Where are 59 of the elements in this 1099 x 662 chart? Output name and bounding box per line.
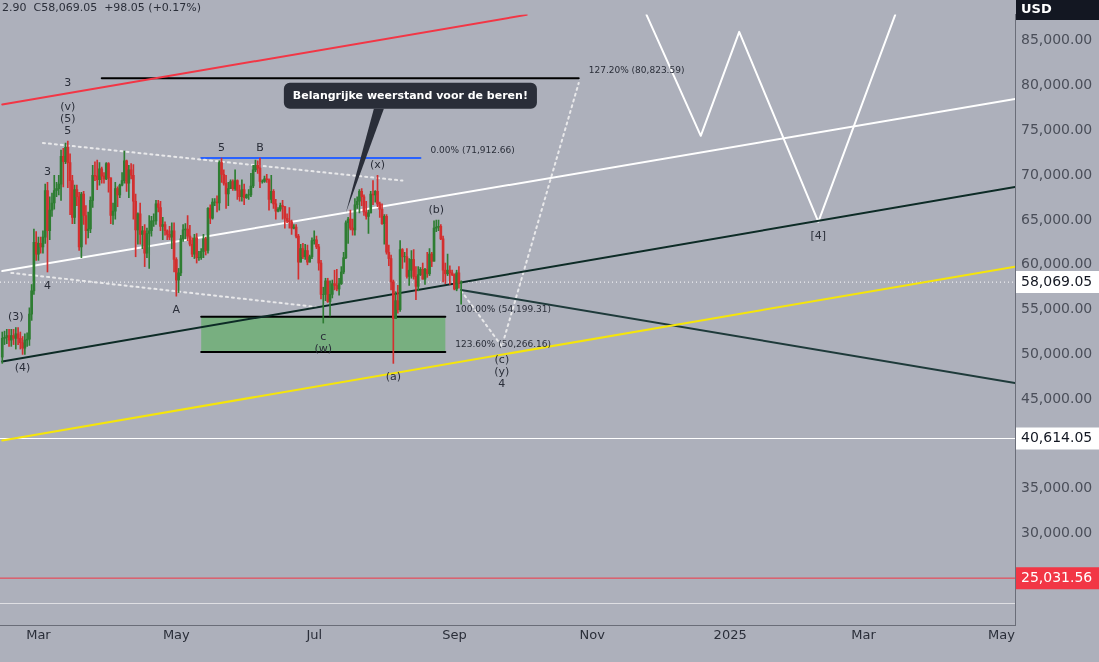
annotation: 100.00% (54,199.31): [455, 303, 552, 314]
candlestick: [21, 336, 24, 355]
text: 2.90 C58,069.05 +98.05 (+0.17%): [2, 0, 202, 14]
y-tick-label: 35,000.00: [1021, 479, 1093, 496]
annotation: [4]: [810, 228, 827, 242]
annotation: (5): [60, 112, 76, 126]
x-tick-label: Mar: [26, 627, 52, 643]
annotation: 5: [218, 141, 226, 155]
candlestick: [220, 157, 223, 183]
annotation: (4): [14, 361, 31, 375]
ref-line-label: 25,031.56: [1021, 568, 1093, 585]
candlestick: [394, 291, 397, 319]
annotation: 4: [43, 278, 51, 292]
y-axis-title: USD: [1021, 1, 1052, 17]
y-tick-label: 75,000.00: [1021, 121, 1093, 138]
annotation: (v): [60, 100, 76, 114]
annotation: 5: [64, 124, 72, 138]
y-tick-label: 85,000.00: [1021, 31, 1093, 48]
x-tick-label: Mar: [851, 627, 877, 643]
candlestick: [437, 219, 440, 232]
annotation: c: [320, 329, 327, 343]
x-tick-label: Sep: [442, 627, 467, 643]
annotation: (x): [369, 158, 386, 172]
x-tick-label: 2025: [713, 627, 747, 643]
x-tick-label: Nov: [579, 627, 606, 643]
annotation: A: [172, 303, 181, 317]
annotation: 123.60% (50,266.16): [455, 338, 552, 349]
y-tick-label: 55,000.00: [1021, 300, 1093, 317]
ref-line-label: 40,614.05: [1021, 429, 1093, 446]
candlestick: [141, 225, 144, 250]
y-tick-label: 50,000.00: [1021, 345, 1093, 362]
annotation: 0.00% (71,912.66): [430, 144, 515, 155]
candlestick: [281, 199, 284, 220]
annotation: (y): [494, 365, 510, 379]
y-tick-label: 65,000.00: [1021, 210, 1093, 227]
candlestick: [263, 175, 266, 183]
ref-line-label: 58,069.05: [1021, 272, 1093, 289]
annotation: (b): [428, 202, 445, 216]
x-tick-label: Jul: [305, 627, 323, 643]
y-tick-label: 30,000.00: [1021, 524, 1093, 541]
annotation: 3: [64, 76, 72, 90]
candlestick: [211, 198, 214, 220]
candlestick: [333, 269, 336, 291]
y-tick-label: 80,000.00: [1021, 76, 1093, 93]
x-tick-label: May: [162, 627, 191, 643]
candlestick: [358, 189, 361, 214]
y-tick-label: 45,000.00: [1021, 389, 1093, 406]
annotation: (a): [385, 370, 401, 384]
annotation: (c): [494, 353, 510, 367]
candlestick: [236, 179, 239, 200]
x-tick-label: May: [987, 627, 1016, 643]
annotation: 4: [498, 377, 506, 391]
annotation: B: [256, 141, 264, 155]
annotation: 3: [43, 165, 51, 179]
y-tick-label: 70,000.00: [1021, 165, 1093, 182]
annotation: (3): [8, 310, 24, 324]
candlestick: [260, 179, 264, 184]
annotation: Belangrijke weerstand voor de beren!: [292, 88, 528, 102]
y-tick-label: 60,000.00: [1021, 255, 1093, 272]
